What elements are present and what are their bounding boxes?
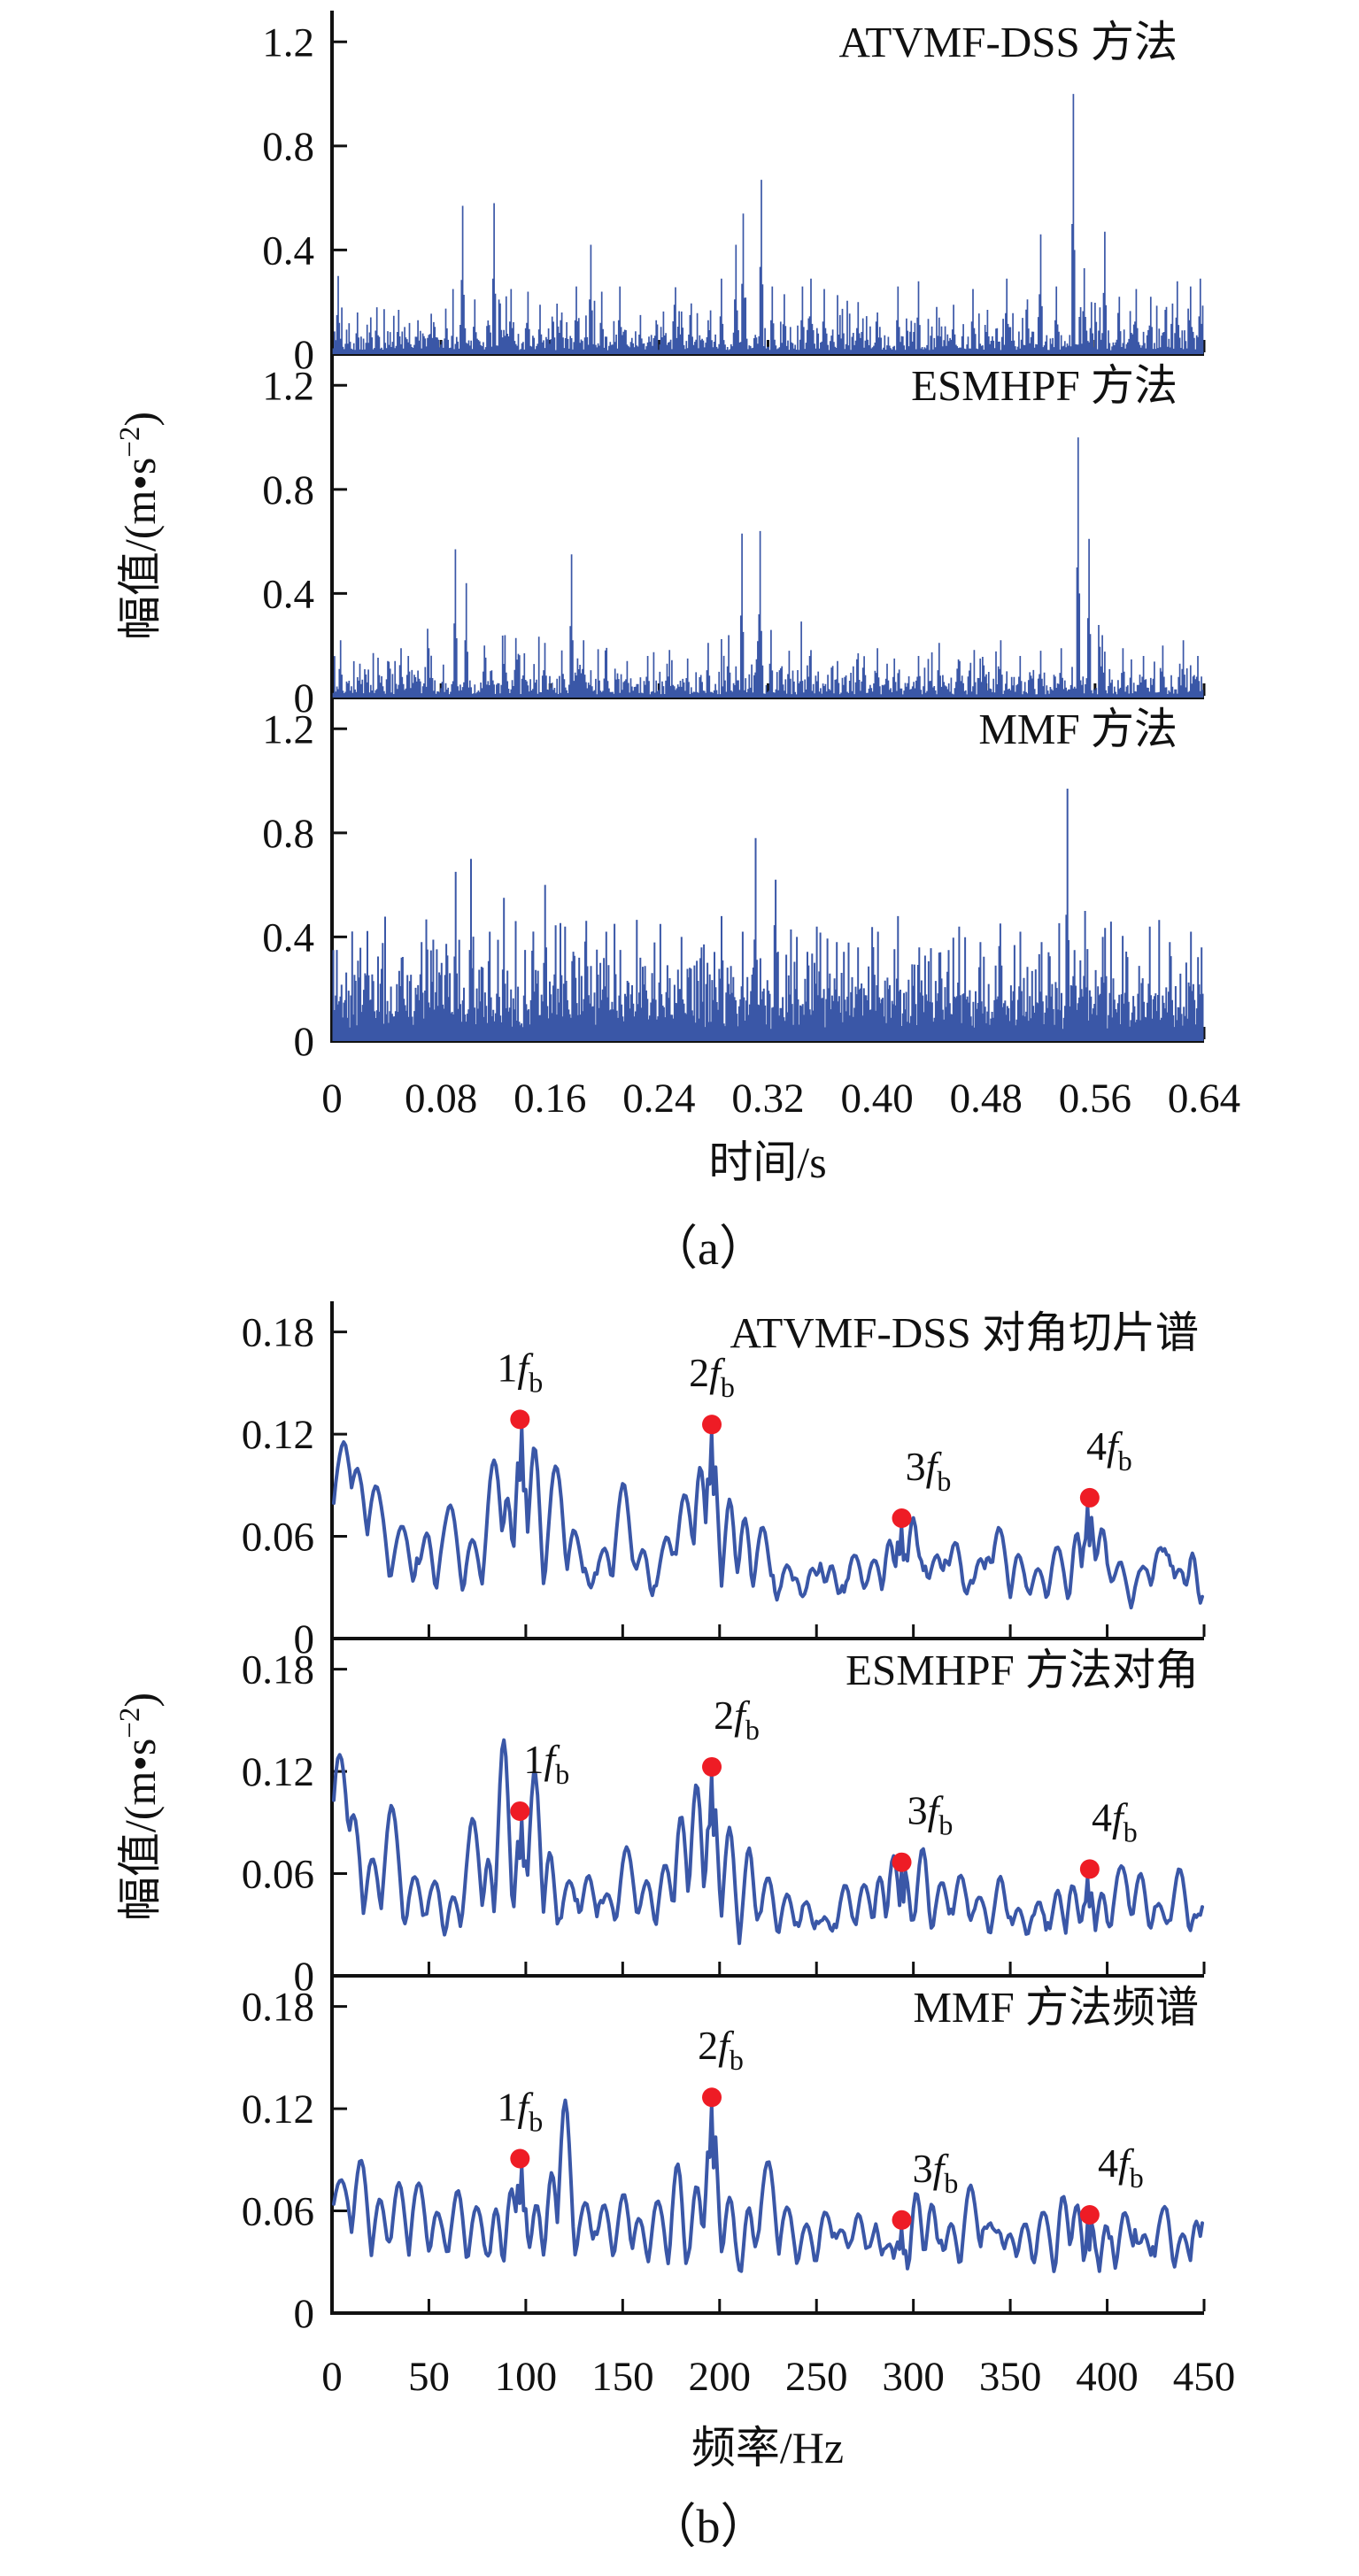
y-tick-label: 0 — [294, 332, 315, 378]
x-tick-label: 200 — [689, 2354, 752, 2400]
y-tick-label: 0.18 — [242, 1985, 314, 2031]
peak-label: 2fb — [714, 1693, 760, 1746]
y-tick-label: 0.12 — [242, 1749, 314, 1795]
spectrum-series — [332, 1425, 1204, 1610]
x-tick-label: 250 — [785, 2354, 848, 2400]
peak-marker — [1079, 1487, 1100, 1508]
panel-a2: 0 0.4 0.8 1.2 ESMHPF 方法 — [262, 354, 1206, 721]
spectrum-series — [332, 1738, 1204, 1946]
y-tick-label: 0.06 — [242, 1852, 314, 1898]
caption-a: （a） — [650, 1222, 767, 1275]
panel-title: ESMHPF 方法 — [911, 361, 1178, 410]
peak-marker — [702, 1756, 722, 1777]
peak-label: 3fb — [906, 1444, 952, 1497]
peak-label: 4fb — [1092, 1794, 1138, 1847]
y-tick-label: 0.12 — [242, 2086, 314, 2133]
x-tick-label: 300 — [882, 2354, 945, 2400]
signal-series — [332, 437, 1204, 698]
peak-marker — [892, 1508, 912, 1528]
x-tick-label: 400 — [1076, 2354, 1139, 2400]
peak-label: 3fb — [907, 1788, 954, 1841]
y-tick-label: 0 — [294, 675, 315, 721]
x-tick-label: 0 — [321, 2354, 343, 2400]
y-tick-label: 0.18 — [242, 1647, 314, 1693]
peak-label: 1fb — [497, 2085, 543, 2138]
peak-marker — [702, 2087, 722, 2108]
panel-title: ATVMF-DSS 对角切片谱 — [730, 1308, 1199, 1357]
y-tick-label: 0.12 — [242, 1412, 314, 1458]
x-tick-label: 0.64 — [1168, 1076, 1240, 1122]
x-tick-label: 350 — [979, 2354, 1042, 2400]
y-tick-label: 0 — [294, 1019, 315, 1065]
y-tick-label: 0.06 — [242, 1515, 314, 1561]
y-axis-label-a: 幅值/(m•s−2) — [114, 412, 165, 640]
x-tick-label: 0.08 — [405, 1076, 477, 1122]
peak-marker — [892, 1852, 912, 1872]
charts-layer: 0 0.4 0.8 1.2 ATVMF-DSS 方法 0 0.4 0.8 1.2 ESMHPF 方… — [242, 11, 1240, 2400]
y-tick-label: 0.18 — [242, 1310, 314, 1356]
x-tick-label: 450 — [1173, 2354, 1236, 2400]
y-tick-label: 0.8 — [262, 811, 314, 857]
y-tick-label: 0.8 — [262, 124, 314, 170]
x-axis-label-a: 时间/s — [708, 1138, 826, 1187]
y-axis-label-b: 幅值/(m•s−2) — [114, 1693, 165, 1921]
peak-marker — [1079, 2205, 1100, 2225]
caption-b: （b） — [649, 2500, 768, 2553]
peak-marker — [510, 2148, 530, 2169]
spectrum-series — [332, 2098, 1204, 2273]
peak-label: 4fb — [1086, 1423, 1132, 1477]
panel-b3: 0 0.06 0.12 0.18 0 50 100 150 200 250 300 350 400 450… — [242, 1976, 1236, 2400]
y-tick-label: 0.06 — [242, 2189, 314, 2235]
peak-label: 2fb — [698, 2023, 744, 2076]
signal-series — [332, 94, 1204, 354]
x-tick-label: 100 — [495, 2354, 558, 2400]
x-tick-label: 0.32 — [731, 1076, 804, 1122]
y-tick-label: 0 — [294, 2291, 315, 2337]
y-tick-label: 0.4 — [262, 228, 314, 274]
peak-marker — [1079, 1859, 1100, 1879]
panel-title: ESMHPF 方法对角 — [846, 1646, 1199, 1694]
x-tick-label: 50 — [408, 2354, 450, 2400]
peak-label: 2fb — [689, 1350, 735, 1403]
signal-series — [332, 788, 1204, 1041]
y-tick-label: 0.4 — [262, 914, 314, 960]
peak-label: 4fb — [1098, 2140, 1144, 2194]
peak-marker — [892, 2210, 912, 2230]
x-tick-label: 0.56 — [1059, 1076, 1131, 1122]
peak-marker — [510, 1409, 530, 1430]
y-tick-label: 0 — [294, 1954, 315, 2000]
x-tick-label: 0.48 — [950, 1076, 1023, 1122]
x-tick-label: 0 — [321, 1076, 343, 1122]
panel-title: MMF 方法 — [978, 705, 1178, 753]
y-tick-label: 1.2 — [262, 706, 314, 752]
peak-label: 3fb — [913, 2146, 959, 2199]
panel-b1: 0 0.06 0.12 0.18 ATVMF-DSS 对角切片谱 1fb 2fb 3fb 4fb — [242, 1301, 1206, 1662]
y-tick-label: 0.8 — [262, 467, 314, 513]
x-tick-label: 0.40 — [841, 1076, 914, 1122]
peak-label: 1fb — [523, 1737, 569, 1790]
y-tick-label: 0.4 — [262, 571, 314, 617]
peak-marker — [702, 1415, 722, 1435]
panel-title: ATVMF-DSS 方法 — [838, 18, 1178, 66]
peak-label: 1fb — [497, 1345, 543, 1398]
y-tick-label: 0 — [294, 1616, 315, 1662]
panel-a1: 0 0.4 0.8 1.2 ATVMF-DSS 方法 — [262, 11, 1206, 378]
x-tick-label: 0.16 — [513, 1076, 586, 1122]
x-tick-label: 150 — [591, 2354, 654, 2400]
y-tick-label: 1.2 — [262, 19, 314, 66]
panel-b2: 0 0.06 0.12 0.18 ESMHPF 方法对角 1fb 2fb 3fb 4fb — [242, 1639, 1206, 2000]
x-axis-label-b: 频率/Hz — [691, 2423, 844, 2472]
y-tick-label: 1.2 — [262, 363, 314, 409]
panel-title: MMF 方法频谱 — [913, 1983, 1199, 2032]
peak-marker — [510, 1801, 530, 1821]
panel-a3: 0 0.4 0.8 1.2 0 0.08 0.16 0.24 0.32 0.40 0.48 0.56 0… — [262, 698, 1240, 1122]
x-tick-label: 0.24 — [622, 1076, 695, 1122]
